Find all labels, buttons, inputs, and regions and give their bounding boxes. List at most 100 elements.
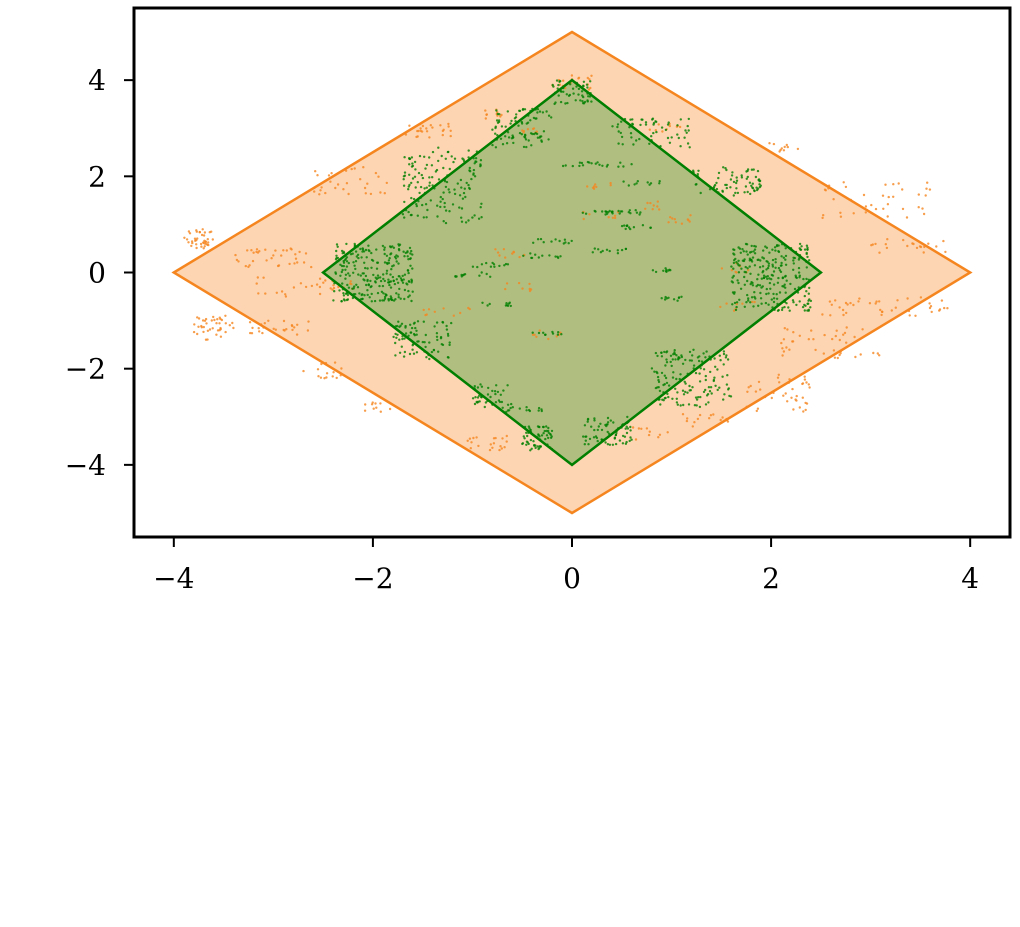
data-point	[780, 264, 783, 267]
data-point	[494, 401, 498, 404]
data-point	[453, 157, 457, 160]
data-point	[629, 425, 632, 429]
data-point	[521, 442, 525, 445]
x-tick-label: −4	[153, 562, 194, 595]
data-point	[320, 186, 323, 189]
data-point	[218, 316, 221, 319]
data-point	[660, 351, 663, 354]
data-point	[550, 429, 554, 433]
data-point	[626, 224, 629, 227]
data-point	[685, 131, 688, 134]
data-point	[362, 250, 366, 253]
data-point	[684, 358, 687, 362]
data-point	[471, 397, 475, 400]
data-point	[506, 384, 509, 387]
data-point	[404, 251, 407, 255]
data-point	[732, 252, 735, 255]
data-point	[448, 167, 451, 171]
point-cluster-0-30	[719, 300, 756, 312]
data-point	[641, 224, 645, 227]
data-point	[529, 119, 532, 122]
data-point	[401, 274, 404, 278]
data-point	[784, 263, 788, 266]
data-point	[731, 303, 734, 306]
data-point	[600, 428, 604, 432]
data-point	[188, 232, 192, 235]
data-point	[681, 362, 685, 365]
data-point	[479, 383, 482, 386]
data-point	[584, 212, 588, 215]
data-point	[874, 242, 877, 246]
data-point	[759, 388, 762, 391]
data-point	[892, 195, 895, 198]
data-point	[613, 436, 617, 439]
data-point	[672, 353, 675, 356]
data-point	[751, 281, 754, 285]
data-point	[401, 281, 405, 284]
data-point	[669, 360, 672, 364]
data-point	[332, 286, 336, 290]
data-point	[631, 426, 635, 429]
data-point	[829, 314, 832, 317]
data-point	[401, 213, 405, 216]
data-point	[792, 331, 795, 334]
data-point	[525, 406, 528, 409]
data-point	[394, 354, 397, 357]
data-point	[472, 172, 475, 175]
data-point	[676, 299, 679, 302]
data-point	[407, 188, 410, 191]
data-point	[745, 177, 748, 180]
data-point	[663, 383, 666, 386]
data-point	[331, 288, 334, 291]
data-point	[919, 296, 923, 299]
point-cluster-0-18	[768, 142, 800, 153]
data-point	[875, 300, 878, 303]
data-point	[788, 309, 791, 312]
data-point	[822, 352, 825, 355]
data-point	[596, 439, 599, 443]
data-point	[532, 241, 535, 244]
data-point	[410, 299, 413, 303]
data-point	[781, 347, 784, 350]
data-point	[768, 142, 771, 145]
data-point	[353, 167, 356, 170]
data-point	[591, 251, 594, 254]
data-point	[493, 390, 497, 393]
point-cluster-0-28	[494, 248, 526, 259]
data-point	[318, 285, 322, 289]
data-point	[449, 129, 452, 132]
data-point	[363, 409, 367, 412]
data-point	[668, 124, 671, 128]
data-point	[345, 182, 349, 185]
data-point	[187, 241, 190, 244]
data-point	[882, 207, 885, 210]
data-point	[427, 308, 431, 311]
data-point	[262, 276, 265, 279]
data-point	[531, 331, 534, 334]
data-point	[392, 335, 395, 339]
data-point	[424, 203, 428, 206]
data-point	[361, 247, 364, 250]
data-point	[749, 272, 752, 275]
data-point	[376, 274, 380, 277]
data-point	[423, 341, 426, 344]
data-point	[695, 398, 699, 401]
data-point	[582, 217, 585, 221]
data-point	[785, 346, 788, 349]
data-point	[415, 351, 419, 354]
data-point	[746, 279, 749, 283]
data-point	[467, 149, 470, 152]
data-point	[676, 133, 679, 136]
data-point	[350, 282, 353, 286]
data-point	[411, 290, 414, 293]
data-point	[207, 243, 210, 247]
data-point	[390, 252, 393, 255]
data-point	[506, 403, 510, 406]
data-point	[713, 376, 716, 379]
data-point	[587, 95, 590, 98]
data-point	[821, 216, 824, 220]
data-point	[761, 271, 764, 274]
data-point	[251, 326, 254, 330]
data-point	[679, 373, 682, 376]
data-point	[342, 294, 346, 297]
